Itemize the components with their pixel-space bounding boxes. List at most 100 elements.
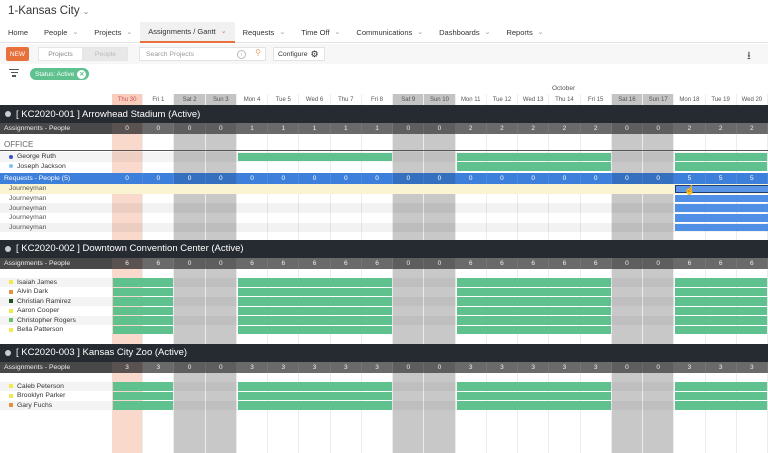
request-row[interactable]: Journeyman bbox=[0, 213, 768, 223]
assignment-bar[interactable] bbox=[675, 162, 767, 171]
assignment-bar[interactable] bbox=[237, 306, 393, 315]
request-row[interactable]: Journeyman bbox=[0, 194, 768, 204]
assignment-bar[interactable] bbox=[237, 316, 393, 325]
project-header[interactable]: [ KC2020-003 ] Kansas City Zoo (Active) bbox=[0, 343, 768, 362]
nav-home[interactable]: Home bbox=[8, 27, 29, 37]
nav-communications[interactable]: Communications ⌄ bbox=[356, 27, 424, 37]
day-header[interactable]: Sun 10 bbox=[424, 94, 456, 105]
request-row[interactable]: Journeyman bbox=[0, 184, 768, 194]
person-row[interactable]: Christopher Rogers bbox=[0, 315, 768, 325]
day-header[interactable]: Fri 8 bbox=[361, 94, 394, 105]
project-header[interactable]: [ KC2020-002 ] Downtown Convention Cente… bbox=[0, 239, 768, 258]
assignment-bar[interactable] bbox=[237, 325, 393, 334]
day-header[interactable]: Mon 4 bbox=[236, 94, 269, 105]
nav-reports[interactable]: Reports ⌄ bbox=[506, 27, 544, 37]
request-bar[interactable] bbox=[675, 194, 768, 203]
assignment-bar[interactable] bbox=[113, 297, 174, 306]
person-row[interactable]: Caleb Peterson bbox=[0, 381, 768, 391]
nav-assignments-gantt[interactable]: Assignments / Gantt ⌄ bbox=[140, 21, 235, 43]
assignment-bar[interactable] bbox=[113, 287, 174, 296]
person-row[interactable]: Joseph Jackson bbox=[0, 162, 768, 172]
day-header[interactable]: Wed 20 bbox=[736, 94, 768, 105]
assignment-bar[interactable] bbox=[237, 287, 393, 296]
assignment-bar[interactable] bbox=[456, 152, 611, 161]
view-projects-toggle[interactable]: Projects bbox=[38, 47, 83, 61]
assignment-bar[interactable] bbox=[456, 278, 611, 287]
assignment-bar[interactable] bbox=[113, 306, 174, 315]
nav-requests[interactable]: Requests ⌄ bbox=[242, 27, 286, 37]
assignment-bar[interactable] bbox=[456, 287, 611, 296]
person-row[interactable]: Bella Patterson bbox=[0, 325, 768, 335]
person-row[interactable]: George Ruth bbox=[0, 152, 768, 162]
assignment-bar[interactable] bbox=[456, 401, 611, 410]
request-row[interactable]: Journeyman bbox=[0, 222, 768, 233]
day-header[interactable]: Mon 18 bbox=[674, 94, 706, 105]
configure-button[interactable]: Configure ⚙ bbox=[273, 47, 325, 61]
view-people-toggle[interactable]: People bbox=[83, 47, 128, 61]
assignment-bar[interactable] bbox=[237, 382, 393, 391]
day-header[interactable]: Tue 19 bbox=[705, 94, 737, 105]
day-header[interactable]: Tue 12 bbox=[486, 94, 519, 105]
search-input[interactable]: Search Projects i ⚲ bbox=[139, 47, 266, 61]
project-header[interactable]: [ KC2020-001 ] Arrowhead Stadium (Active… bbox=[0, 105, 768, 123]
day-header[interactable]: Fri 15 bbox=[580, 94, 612, 105]
assignment-bar[interactable] bbox=[675, 278, 767, 287]
new-button[interactable]: NEW bbox=[6, 47, 29, 61]
close-icon[interactable]: ✕ bbox=[77, 69, 87, 79]
assignment-bar[interactable] bbox=[237, 391, 393, 400]
download-icon[interactable]: ⭳ bbox=[747, 50, 751, 62]
person-row[interactable]: Aaron Cooper bbox=[0, 306, 768, 316]
nav-people[interactable]: People ⌄ bbox=[44, 27, 79, 37]
assignment-bar[interactable] bbox=[675, 401, 767, 410]
assignment-bar[interactable] bbox=[113, 316, 174, 325]
day-header[interactable]: Sat 9 bbox=[393, 94, 425, 105]
person-row[interactable]: Christian Ramirez bbox=[0, 296, 768, 306]
assignment-bar[interactable] bbox=[675, 391, 767, 400]
request-bar[interactable] bbox=[675, 214, 768, 222]
assignment-bar[interactable] bbox=[456, 325, 611, 334]
assignment-bar[interactable] bbox=[675, 152, 767, 161]
day-header[interactable]: Tue 5 bbox=[268, 94, 300, 105]
day-header[interactable]: Thu 7 bbox=[330, 94, 362, 105]
assignment-bar[interactable] bbox=[237, 278, 393, 287]
day-header[interactable]: Wed 6 bbox=[299, 94, 331, 105]
nav-projects[interactable]: Projects ⌄ bbox=[94, 27, 133, 37]
person-row[interactable]: Alvin Dark bbox=[0, 287, 768, 297]
assignment-bar[interactable] bbox=[675, 297, 767, 306]
day-header[interactable]: Sat 16 bbox=[611, 94, 644, 105]
nav-time-off[interactable]: Time Off ⌄ bbox=[301, 27, 341, 37]
assignment-bar[interactable] bbox=[456, 297, 611, 306]
request-bar[interactable] bbox=[675, 204, 768, 213]
assignment-bar[interactable] bbox=[113, 382, 174, 391]
person-row[interactable]: Isaiah James bbox=[0, 277, 768, 287]
assignment-bar[interactable] bbox=[675, 316, 767, 325]
assignment-bar[interactable] bbox=[113, 391, 174, 400]
day-header[interactable]: Sun 3 bbox=[205, 94, 237, 105]
assignment-bar[interactable] bbox=[237, 297, 393, 306]
assignment-bar[interactable] bbox=[113, 401, 174, 410]
app-title[interactable]: 1-Kansas City ⌄ bbox=[8, 5, 90, 17]
day-header[interactable]: Sun 17 bbox=[643, 94, 675, 105]
assignment-bar[interactable] bbox=[456, 306, 611, 315]
assignment-bar[interactable] bbox=[675, 382, 767, 391]
day-header[interactable]: Wed 13 bbox=[518, 94, 550, 105]
assignment-bar[interactable] bbox=[675, 325, 767, 334]
help-circle-icon[interactable]: i bbox=[237, 50, 246, 59]
person-row[interactable]: Brooklyn Parker bbox=[0, 391, 768, 401]
assignment-bar[interactable] bbox=[456, 382, 611, 391]
assignment-bar[interactable] bbox=[675, 306, 767, 315]
assignment-bar[interactable] bbox=[456, 391, 611, 400]
assignment-bar[interactable] bbox=[456, 316, 611, 325]
request-row[interactable]: Journeyman bbox=[0, 203, 768, 214]
assignment-bar[interactable] bbox=[237, 401, 393, 410]
day-header[interactable]: Mon 11 bbox=[455, 94, 487, 105]
assignment-bar[interactable] bbox=[113, 325, 174, 334]
day-header[interactable]: Sat 2 bbox=[174, 94, 206, 105]
day-header[interactable]: Thu 14 bbox=[549, 94, 581, 105]
assignment-bar[interactable] bbox=[675, 287, 767, 296]
day-header[interactable]: Thu 30 bbox=[112, 94, 144, 105]
day-header[interactable]: Fri 1 bbox=[143, 94, 175, 105]
person-row[interactable]: Gary Fuchs bbox=[0, 400, 768, 410]
nav-dashboards[interactable]: Dashboards ⌄ bbox=[439, 27, 491, 37]
assignment-bar[interactable] bbox=[237, 152, 393, 161]
